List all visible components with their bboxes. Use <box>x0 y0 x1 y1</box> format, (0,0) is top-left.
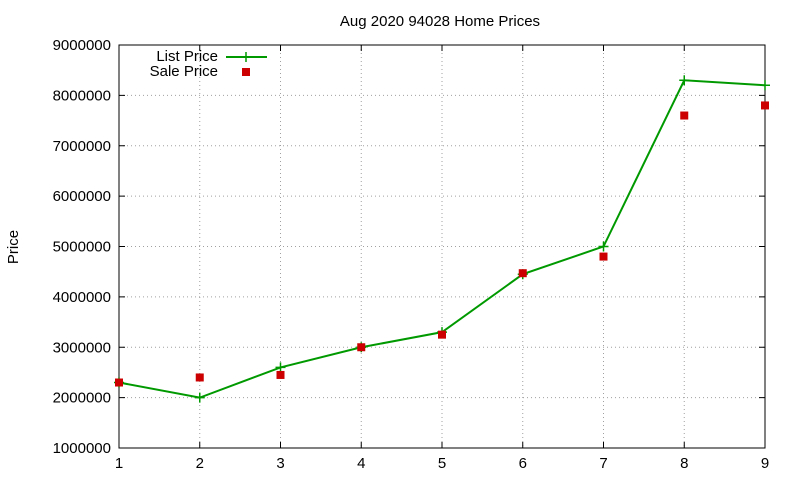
x-tick-label: 9 <box>761 455 769 472</box>
sale-price-point <box>518 269 527 278</box>
sale-price-point <box>276 370 285 379</box>
y-tick-label: 7000000 <box>53 138 111 155</box>
x-tick-label: 4 <box>357 455 365 472</box>
sale-price-point <box>680 111 689 120</box>
list-price-point <box>275 362 286 373</box>
sale-price-point <box>115 378 123 387</box>
legend-label-sale-price: Sale Price <box>150 63 218 80</box>
x-tick-label: 3 <box>276 455 284 472</box>
list-price-point <box>194 392 205 403</box>
x-tick-label: 1 <box>115 455 123 472</box>
y-tick-label: 2000000 <box>53 390 111 407</box>
list-price-line <box>118 79 766 399</box>
y-tick-label: 1000000 <box>53 440 111 457</box>
y-tick-label: 3000000 <box>53 339 111 356</box>
sale-price-point <box>195 373 204 382</box>
sale-price-point <box>438 330 446 339</box>
x-tick-label: 5 <box>438 455 446 472</box>
sale-price-point <box>761 101 769 110</box>
legend-marker-list-price <box>241 52 251 62</box>
series-layer <box>114 75 770 403</box>
list-price-point <box>598 241 609 252</box>
sale-price-point <box>599 252 608 261</box>
legend-label-list-price: List Price <box>156 48 218 65</box>
y-axis-label: Price <box>5 230 22 264</box>
x-tick-label: 6 <box>519 455 527 472</box>
y-tick-label: 5000000 <box>53 239 111 256</box>
y-tick-label: 8000000 <box>53 87 111 104</box>
list-price-point <box>679 75 690 86</box>
x-tick-label: 2 <box>196 455 204 472</box>
x-tick-label: 7 <box>599 455 607 472</box>
sale-price-point <box>357 343 366 352</box>
y-tick-label: 6000000 <box>53 188 111 205</box>
legend-marker-sale-price <box>242 68 250 76</box>
y-tick-label: 4000000 <box>53 289 111 306</box>
list-price-point <box>760 80 770 91</box>
axis-ticks: 1000000 2000000 3000000 4000000 5000000 60000… <box>53 37 770 472</box>
x-tick-label: 8 <box>680 455 688 472</box>
chart-title: Aug 2020 94028 Home Prices <box>340 13 540 30</box>
grid-lines <box>119 45 765 448</box>
y-tick-label: 9000000 <box>53 37 111 54</box>
